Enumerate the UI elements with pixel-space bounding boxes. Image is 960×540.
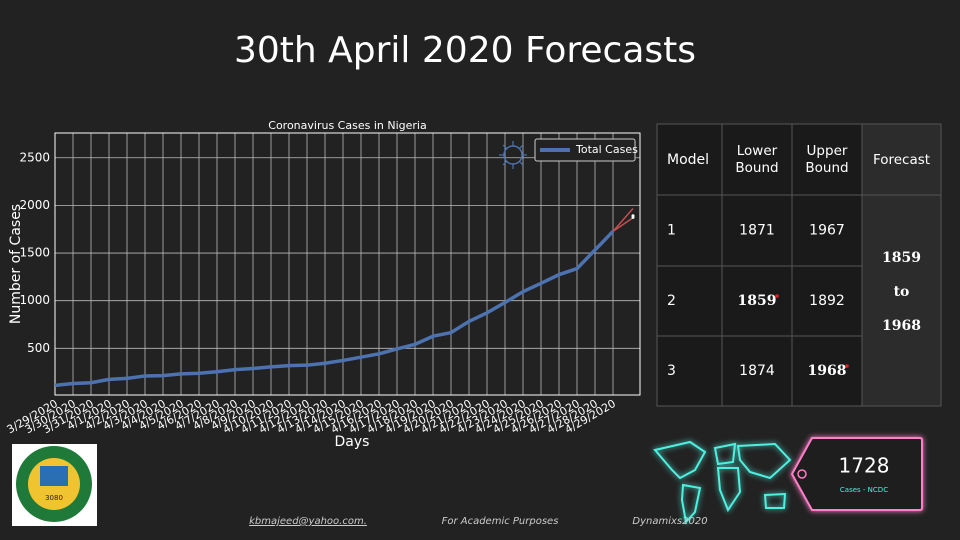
table-cell [791,335,863,407]
table-value: 1874 [739,363,775,379]
x-axis-label: Days [335,434,370,450]
map-shape [736,442,792,480]
table-cell [791,123,863,196]
table-value: 1871 [739,223,775,239]
chart: Coronavirus Cases in Nigeria 500 1000 1500 2… [5,119,641,450]
table-header: Lower Bound [735,143,778,176]
badge-value: 1728 [839,454,890,478]
virus-spike [502,144,508,150]
logo-shield [40,466,68,486]
table-cell [656,335,723,407]
chart-title: Coronavirus Cases in Nigeria [268,119,426,132]
table-value: 1967 [809,223,845,239]
map-shape [716,467,742,513]
table-cell [656,194,723,267]
footer-brand: Dynamixs2020 [632,516,707,527]
highlight-dot [845,364,849,368]
forecast-text: 1968 [882,318,921,334]
virus-spike [502,160,508,166]
virus-spike [518,144,524,150]
map-shape [680,483,702,525]
footer-note: For Academic Purposes [442,516,559,527]
badge-frame [790,437,923,511]
y-tick-label: 1500 [19,246,50,260]
logo-text: 3080 [45,494,63,502]
data-line [54,230,615,388]
y-tick-label: 2500 [19,150,50,164]
forecast-point [631,215,635,219]
slide-title: 30th April 2020 Forecasts [234,30,696,71]
table-header: Model [667,152,709,168]
world-map [653,440,792,525]
y-tick-label: 500 [27,341,50,355]
y-axis-label: Number of Cases [8,204,24,324]
map-shape [763,492,787,509]
table-value: 1968 [808,363,847,379]
table-cell [791,265,863,337]
table-cell [861,123,942,196]
virus-spike [518,160,524,166]
table: Model Lower Bound Upper Bound Forecast 1 1871 19… [656,123,942,407]
footer-email: kbmajeed@yahoo.com. [249,516,367,527]
plot-frame [54,132,641,396]
badge-label: Cases - NCDC [840,486,888,494]
table-value: 3 [667,363,676,379]
table-value: 2 [667,293,676,309]
badge-hole [797,469,807,479]
table-cell [721,123,793,196]
logo: 3080 [12,444,97,526]
forecast-text: 1859 [882,250,921,266]
table-header: Upper Bound [805,143,848,176]
forecast-line [612,217,634,232]
table-cell [721,194,793,267]
table-value: 1 [667,223,676,239]
map-shape [653,440,707,480]
y-tick-label: 2000 [19,198,50,212]
virus-icon [499,141,527,169]
table-cell [791,194,863,267]
legend-box [534,138,636,162]
highlight-dot [775,294,779,298]
table-value: 1859 [738,293,777,309]
y-tick-label: 1000 [19,293,50,307]
table-header: Forecast [873,152,930,168]
forecast-line [612,208,634,232]
forecast-text: to [894,284,910,300]
table-value: 1892 [809,293,845,309]
forecast-cell [861,194,942,407]
table-cell [656,265,723,337]
legend-label: Total Cases [575,143,638,156]
table-cell [721,335,793,407]
map-shape [713,442,737,466]
table-cell [721,265,793,337]
